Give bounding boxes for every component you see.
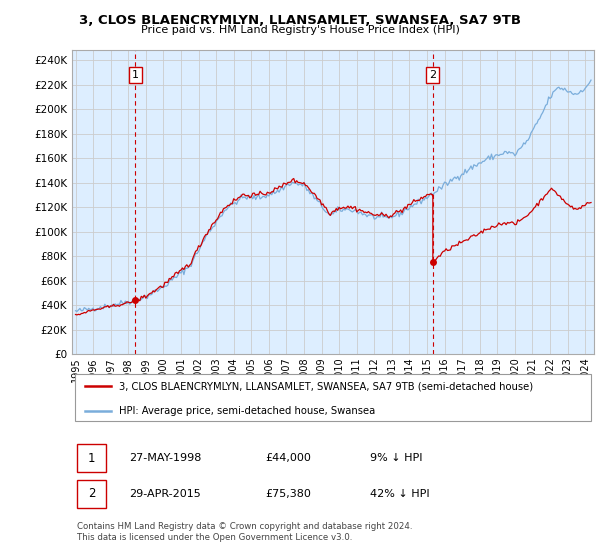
FancyBboxPatch shape	[77, 444, 106, 473]
Text: £44,000: £44,000	[265, 454, 311, 463]
Text: 3, CLOS BLAENCRYMLYN, LLANSAMLET, SWANSEA, SA7 9TB: 3, CLOS BLAENCRYMLYN, LLANSAMLET, SWANSE…	[79, 14, 521, 27]
Text: Price paid vs. HM Land Registry's House Price Index (HPI): Price paid vs. HM Land Registry's House …	[140, 25, 460, 35]
Text: 2: 2	[88, 487, 95, 500]
Text: 29-APR-2015: 29-APR-2015	[130, 489, 201, 499]
FancyBboxPatch shape	[74, 374, 592, 421]
Text: 2: 2	[429, 70, 436, 80]
Text: 9% ↓ HPI: 9% ↓ HPI	[370, 454, 422, 463]
Text: 1: 1	[132, 70, 139, 80]
Text: 1: 1	[88, 452, 95, 465]
FancyBboxPatch shape	[77, 479, 106, 508]
Text: £75,380: £75,380	[265, 489, 311, 499]
Text: 42% ↓ HPI: 42% ↓ HPI	[370, 489, 429, 499]
Text: 27-MAY-1998: 27-MAY-1998	[130, 454, 202, 463]
Text: Contains HM Land Registry data © Crown copyright and database right 2024.
This d: Contains HM Land Registry data © Crown c…	[77, 522, 413, 542]
Text: 3, CLOS BLAENCRYMLYN, LLANSAMLET, SWANSEA, SA7 9TB (semi-detached house): 3, CLOS BLAENCRYMLYN, LLANSAMLET, SWANSE…	[119, 381, 533, 391]
Text: HPI: Average price, semi-detached house, Swansea: HPI: Average price, semi-detached house,…	[119, 406, 375, 416]
